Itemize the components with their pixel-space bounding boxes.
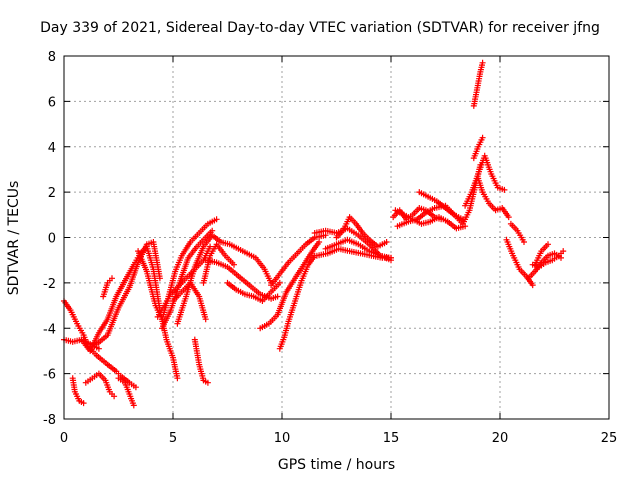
series-trace-20 [268,232,329,289]
x-tick-label: 20 [492,431,509,446]
series-trace-31 [475,175,512,221]
data-point-markers [313,245,394,261]
data-point-markers [93,239,163,348]
y-tick-label: 4 [48,141,56,156]
y-tick-label: -6 [43,368,56,383]
data-point-markers [531,241,551,268]
series-trace-32 [470,59,486,109]
data-point-markers [525,250,564,282]
series-trace-33 [503,236,536,289]
series-trace-23 [313,245,394,261]
x-axis-label: GPS time / hours [277,457,396,473]
x-tick-label: 10 [274,431,291,446]
series-trace-14 [191,336,211,386]
data-point-markers [276,252,318,352]
x-tick-label: 5 [169,431,177,446]
x-tick-label: 15 [383,431,400,446]
data-point-markers [257,239,323,332]
chart-title: Day 339 of 2021, Sidereal Day-to-day VTE… [40,20,600,36]
y-tick-label: -4 [43,322,56,337]
series-trace-34 [507,220,527,245]
y-tick-label: 2 [48,186,56,201]
series-trace-8 [93,239,163,348]
series-trace-37 [531,241,551,268]
y-tick-label: 8 [48,50,56,65]
series-trace-3 [69,375,87,407]
data-point-markers [470,59,486,109]
y-tick-label: 6 [48,95,56,110]
axis-ticks: 0 5 10 15 20 25 -8 -6 -4 -2 0 2 4 6 8 [43,50,617,446]
data-point-markers [69,375,87,407]
x-tick-label: 25 [601,431,618,446]
y-tick-label: -2 [43,277,56,292]
y-tick-label: -8 [43,413,56,428]
series-trace-36 [525,250,564,282]
series-trace-19 [276,252,318,352]
data-point-markers [174,232,275,327]
x-tick-label: 0 [60,431,68,446]
data-point-markers [470,134,486,162]
series-trace-4 [82,370,118,400]
series-trace-18 [257,239,323,332]
data-point-markers [224,279,283,304]
data-point-markers [503,236,536,289]
data-point-markers [100,275,115,300]
data-point-markers [82,370,118,400]
series-trace-13 [174,232,275,327]
series-trace-24 [333,214,390,250]
data-point-markers [462,152,508,209]
series-trace-29 [462,152,508,209]
data-point-markers [115,375,137,409]
series-trace-12 [159,227,216,332]
series-trace-17 [224,279,283,304]
y-axis-label: SDTVAR / TECUs [6,180,22,296]
y-tick-label: 0 [48,232,56,247]
data-point-markers [268,232,329,289]
series-trace-5 [115,375,137,409]
series-trace-6 [100,275,115,300]
data-point-markers [507,220,527,245]
data-point-markers [475,175,512,221]
data-point-markers [191,336,211,386]
data-marks [61,59,567,409]
series-trace-30 [470,134,486,162]
data-point-markers [333,214,390,250]
data-point-markers [159,227,216,332]
